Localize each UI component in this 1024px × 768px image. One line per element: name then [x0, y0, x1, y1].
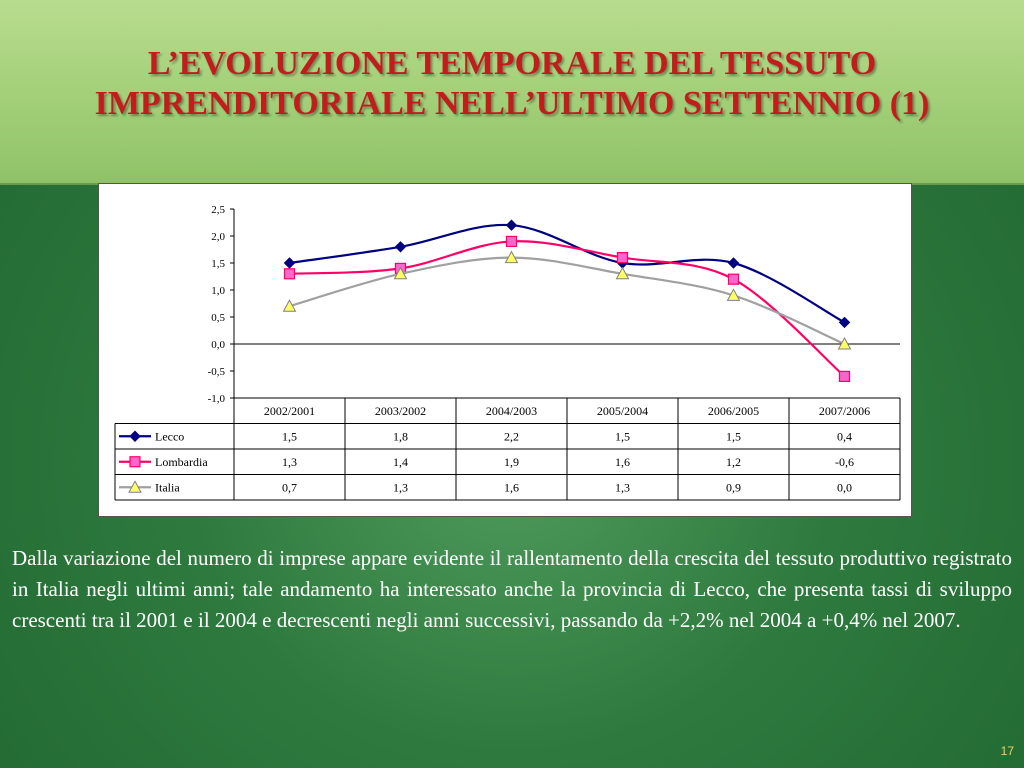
data-label: 0,0	[837, 480, 852, 494]
data-label: 0,7	[282, 480, 297, 494]
x-category-label: 2005/2004	[597, 404, 648, 418]
data-point-italia	[615, 266, 630, 280]
data-point-lecco	[727, 257, 740, 269]
slide-body-text: Dalla variazione del numero di imprese a…	[12, 546, 1012, 632]
legend-marker-lombardia	[129, 456, 141, 468]
data-label: 1,6	[615, 455, 630, 469]
data-point-lecco	[838, 316, 851, 329]
line-chart: 2,5 2,0 1,5 1,0 0,5 0,0 -0,5 -1,0 2002/2001 2003/…	[114, 204, 901, 501]
data-point-lecco	[505, 219, 518, 231]
y-tick-label: 2,0	[211, 231, 225, 243]
y-tick-label: 1,5	[211, 258, 225, 270]
data-point-italia	[837, 336, 852, 350]
x-category-label: 2003/2002	[375, 404, 426, 418]
data-label: 1,9	[504, 455, 519, 469]
y-tick-label: 0,5	[211, 312, 225, 324]
page-number: 17	[1000, 744, 1014, 758]
legend-marker-lecco	[129, 430, 141, 442]
data-label: 2,2	[504, 429, 519, 443]
x-category-label: 2002/2001	[264, 404, 315, 418]
x-category-label: 2006/2005	[708, 404, 759, 418]
slide-title: L’EVOLUZIONE TEMPORALE DEL TESSUTO IMPRE…	[94, 45, 930, 122]
data-point-italia	[726, 288, 741, 301]
data-label: 0,4	[837, 429, 852, 443]
data-point-lombardia	[616, 251, 629, 264]
data-label: 1,3	[282, 455, 297, 469]
series-line-lecco	[289, 223, 846, 324]
y-tick-label: 0,0	[211, 339, 225, 351]
x-category-label: 2007/2006	[819, 404, 870, 418]
data-point-italia	[282, 299, 297, 312]
data-point-italia	[393, 266, 408, 280]
data-label: 1,6	[504, 480, 519, 494]
x-category-label: 2004/2003	[486, 404, 537, 418]
data-point-lombardia	[838, 370, 851, 382]
y-tick-label: -0,5	[208, 366, 226, 378]
legend-label: Italia	[155, 480, 180, 494]
data-point-italia	[504, 250, 519, 264]
slide-header: L’EVOLUZIONE TEMPORALE DEL TESSUTO IMPRE…	[0, 0, 1024, 185]
series-line-italia	[289, 256, 845, 346]
data-point-lombardia	[283, 268, 296, 280]
data-label: 1,4	[393, 455, 408, 469]
data-label: 1,8	[393, 429, 408, 443]
data-label: -0,6	[835, 455, 854, 469]
data-label: 1,3	[393, 480, 408, 494]
legend-marker-italia	[128, 480, 142, 493]
data-point-lombardia	[505, 235, 518, 248]
y-tick-label: 1,0	[211, 285, 225, 297]
data-label: 0,9	[726, 480, 741, 494]
chart-container: 2,5 2,0 1,5 1,0 0,5 0,0 -0,5 -1,0 2002/2001 2003/…	[98, 183, 912, 517]
data-label: 1,3	[615, 480, 630, 494]
data-label: 1,5	[282, 429, 297, 443]
data-point-lecco	[394, 241, 407, 253]
series-line-lombardia	[289, 240, 846, 378]
data-label: 1,2	[726, 455, 741, 469]
legend-label: Lombardia	[155, 455, 208, 469]
data-label: 1,5	[615, 429, 630, 443]
data-point-lombardia	[727, 273, 740, 285]
data-label: 1,5	[726, 429, 741, 443]
data-point-lecco	[283, 257, 296, 269]
legend-label: Lecco	[155, 429, 184, 443]
y-tick-label: -1,0	[208, 393, 226, 405]
y-tick-label: 2,5	[211, 204, 225, 216]
